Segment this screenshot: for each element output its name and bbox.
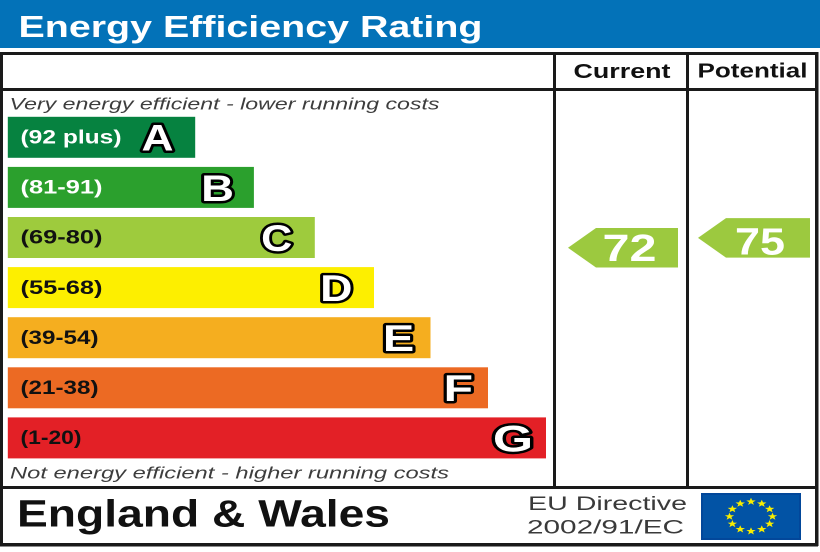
svg-text:England & Wales: England & Wales (17, 494, 390, 536)
svg-text:Not energy efficient - higher: Not energy efficient - higher running co… (10, 464, 450, 483)
svg-text:(21-38): (21-38) (21, 378, 99, 399)
svg-text:D: D (320, 268, 352, 309)
svg-text:(69-80): (69-80) (21, 228, 103, 249)
svg-text:Very energy efficient - lower: Very energy efficient - lower running co… (10, 94, 441, 113)
svg-text:E: E (383, 318, 414, 359)
svg-text:EU Directive: EU Directive (528, 494, 687, 515)
svg-text:B: B (201, 167, 234, 209)
svg-text:C: C (261, 218, 292, 259)
svg-text:(1-20): (1-20) (21, 428, 82, 449)
svg-text:75: 75 (735, 221, 785, 263)
svg-text:72: 72 (603, 228, 657, 270)
svg-text:(39-54): (39-54) (21, 328, 99, 349)
svg-text:Energy Efficiency Rating: Energy Efficiency Rating (19, 9, 483, 44)
svg-text:Potential: Potential (698, 61, 808, 83)
svg-text:(81-91): (81-91) (21, 178, 103, 199)
svg-text:(92 plus): (92 plus) (21, 128, 122, 149)
svg-text:A: A (141, 117, 173, 159)
svg-text:(55-68): (55-68) (21, 278, 103, 299)
svg-text:G: G (493, 418, 533, 460)
svg-text:2002/91/EC: 2002/91/EC (527, 518, 684, 539)
svg-text:F: F (444, 368, 473, 409)
svg-text:Current: Current (574, 61, 671, 83)
